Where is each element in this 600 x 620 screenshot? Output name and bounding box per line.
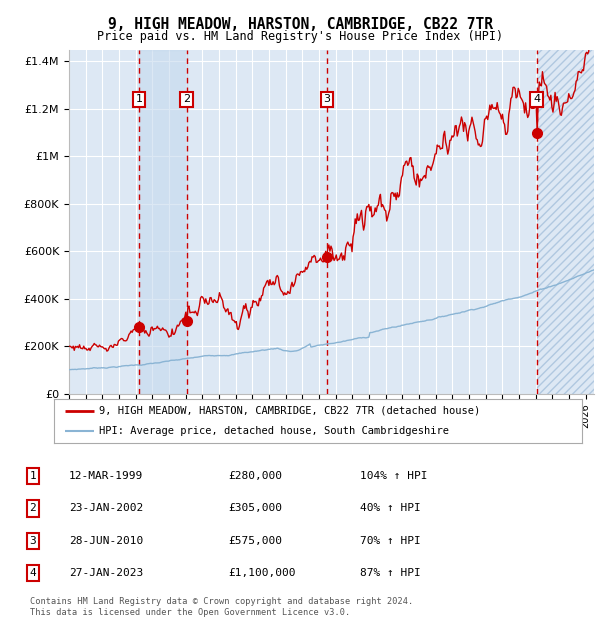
Text: 3: 3 — [29, 536, 37, 546]
Text: £1,100,000: £1,100,000 — [228, 568, 296, 578]
Bar — [139, 50, 187, 394]
Text: 9, HIGH MEADOW, HARSTON, CAMBRIDGE, CB22 7TR (detached house): 9, HIGH MEADOW, HARSTON, CAMBRIDGE, CB22… — [99, 405, 480, 416]
Text: £305,000: £305,000 — [228, 503, 282, 513]
Text: 27-JAN-2023: 27-JAN-2023 — [69, 568, 143, 578]
Bar — [537, 50, 594, 394]
Text: £280,000: £280,000 — [228, 471, 282, 481]
Text: 9, HIGH MEADOW, HARSTON, CAMBRIDGE, CB22 7TR: 9, HIGH MEADOW, HARSTON, CAMBRIDGE, CB22… — [107, 17, 493, 32]
Text: 28-JUN-2010: 28-JUN-2010 — [69, 536, 143, 546]
Text: 1: 1 — [29, 471, 37, 481]
Text: Price paid vs. HM Land Registry's House Price Index (HPI): Price paid vs. HM Land Registry's House … — [97, 30, 503, 43]
Text: 87% ↑ HPI: 87% ↑ HPI — [360, 568, 421, 578]
Text: 23-JAN-2002: 23-JAN-2002 — [69, 503, 143, 513]
Text: 4: 4 — [533, 94, 541, 105]
Text: 2: 2 — [29, 503, 37, 513]
Text: 40% ↑ HPI: 40% ↑ HPI — [360, 503, 421, 513]
Text: 1: 1 — [136, 94, 142, 105]
Text: £575,000: £575,000 — [228, 536, 282, 546]
Text: 4: 4 — [29, 568, 37, 578]
Text: HPI: Average price, detached house, South Cambridgeshire: HPI: Average price, detached house, Sout… — [99, 426, 449, 436]
Text: 104% ↑ HPI: 104% ↑ HPI — [360, 471, 427, 481]
Text: 70% ↑ HPI: 70% ↑ HPI — [360, 536, 421, 546]
Text: Contains HM Land Registry data © Crown copyright and database right 2024.
This d: Contains HM Land Registry data © Crown c… — [30, 598, 413, 617]
Bar — [537, 50, 594, 394]
Text: 3: 3 — [323, 94, 331, 105]
Text: 2: 2 — [183, 94, 190, 105]
Text: 12-MAR-1999: 12-MAR-1999 — [69, 471, 143, 481]
